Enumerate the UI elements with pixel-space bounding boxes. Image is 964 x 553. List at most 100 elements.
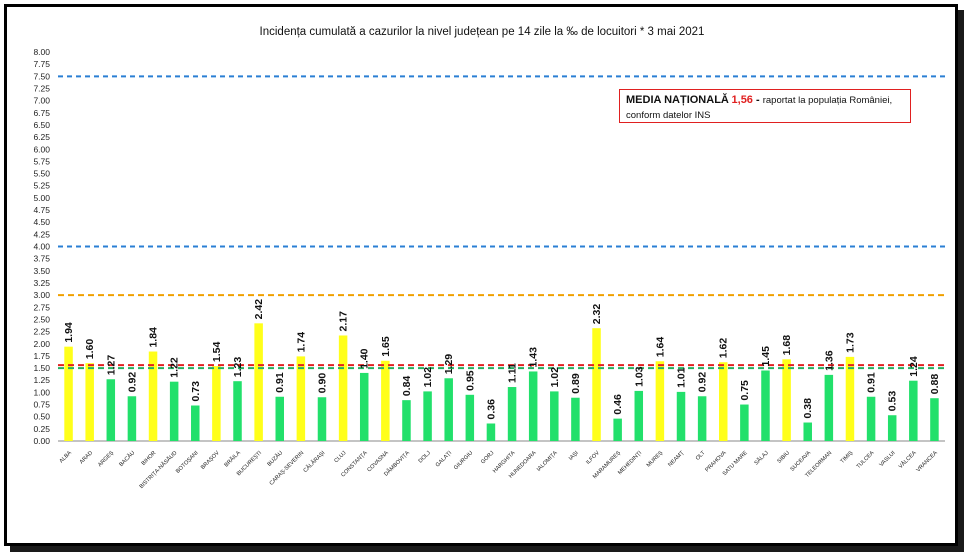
x-tick-label: ILFOV [585,450,601,466]
bar-iași [571,397,580,441]
y-tick-label: 1.50 [33,363,50,373]
x-tick-label: MUREȘ [646,450,665,469]
x-tick-label: BOTOȘANI [175,450,200,475]
bar-brăila [233,381,242,441]
data-label: 1.03 [633,366,645,387]
y-tick-label: 2.50 [33,314,50,324]
data-label: 0.92 [697,372,709,393]
data-label: 1.54 [211,342,223,363]
y-tick-label: 6.25 [33,132,50,142]
y-tick-label: 1.75 [33,351,50,361]
bar-caraș-severin [296,356,306,441]
x-tick-label: VÂLCEA [897,449,918,470]
data-label: 1.02 [422,367,434,388]
data-label: 0.95 [464,370,476,391]
bar-galați [444,378,453,441]
bar-neamț [676,391,686,441]
y-tick-label: 6.50 [33,120,50,130]
bar-bucurești [254,323,263,441]
data-label: 1.40 [359,348,371,369]
x-tick-label: TIMIȘ [840,450,855,465]
y-tick-label: 4.00 [33,242,50,252]
data-label: 0.38 [802,398,814,419]
bar-arad [85,363,94,441]
bar-ialomița [550,391,559,441]
bar-sălaj [761,370,770,441]
bar-constanța [359,372,369,441]
data-label: 0.92 [126,372,138,393]
data-label: 0.88 [929,374,941,395]
data-label: 1.68 [781,335,793,356]
data-label: 1.45 [760,346,772,367]
y-tick-label: 7.00 [33,96,50,106]
bar-buzău [275,396,284,441]
y-tick-label: 4.75 [33,205,50,215]
national-average-box: MEDIA NAȚIONALĂ 1,56 - raportat la popul… [619,89,911,123]
x-tick-label: BISTRIȚA-NĂSĂUD [138,449,179,490]
data-label: 1.23 [232,357,244,378]
chart-title: Incidența cumulată a cazurilor la nivel … [259,26,705,38]
data-label: 2.17 [338,311,350,332]
data-label: 0.91 [274,372,286,393]
x-tick-label: GALAȚI [435,450,454,469]
y-tick-label: 7.75 [33,59,50,69]
data-label: 1.62 [718,338,730,359]
y-tick-label: 3.00 [33,290,50,300]
x-tick-label: CLUJ [333,450,347,464]
data-label: 0.90 [316,373,328,394]
y-tick-label: 7.50 [33,71,50,81]
data-label: 1.36 [823,350,835,371]
data-label: 1.73 [844,332,856,353]
y-tick-label: 3.50 [33,266,50,276]
y-tick-label: 7.25 [33,83,50,93]
info-box-dash: - [752,94,763,106]
y-tick-label: 1.25 [33,375,50,385]
data-label: 1.24 [908,356,920,377]
bar-vâlcea [909,380,918,441]
data-label: 1.29 [443,354,455,375]
y-tick-label: 5.25 [33,181,50,191]
y-tick-label: 0.25 [33,424,50,434]
x-tick-label: IALOMIȚA [536,450,559,473]
x-tick-label: SĂLAJ [753,449,770,466]
data-label: 0.89 [570,373,582,394]
bar-covasna [381,360,390,441]
x-tick-label: VRANCEA [915,450,939,474]
y-tick-label: 4.50 [33,217,50,227]
bar-olt [697,396,707,441]
info-box-title: MEDIA NAȚIONALĂ [626,94,729,106]
y-tick-label: 0.75 [33,400,50,410]
data-label: 1.43 [528,347,540,368]
x-tick-label: SIBIU [776,450,791,465]
y-tick-label: 8.00 [33,47,50,57]
x-tick-label: BIHOR [141,450,158,467]
y-tick-label: 5.50 [33,169,50,179]
bar-călărași [317,397,327,441]
y-tick-label: 4.25 [33,229,50,239]
bar-giurgiu [465,394,475,441]
data-label: 0.36 [485,399,497,420]
bar-suceava [803,422,812,441]
bar-hunedoara [528,371,538,441]
data-label: 1.01 [676,367,688,388]
y-tick-label: 1.00 [33,387,50,397]
data-label: 1.94 [63,322,75,343]
data-label: 2.42 [253,299,265,320]
y-tick-label: 3.25 [33,278,50,288]
bar-dâmbovița [402,400,411,441]
bar-gorj [486,423,496,441]
data-label: 0.73 [190,381,202,402]
bar-harghita [507,387,517,441]
data-label: 0.46 [612,394,624,415]
data-label: 0.84 [401,376,413,397]
bar-vrancea [930,398,939,441]
bar-bacău [127,396,137,441]
info-box-text1: raportat la populația României, [762,95,893,106]
bar-argeș [106,379,116,441]
bar-bihor [148,351,158,441]
bar-bistrița-năsăud [169,381,179,441]
data-label: 2.32 [591,304,603,325]
bar-maramureș [613,418,622,441]
bar-tulcea [866,396,876,441]
